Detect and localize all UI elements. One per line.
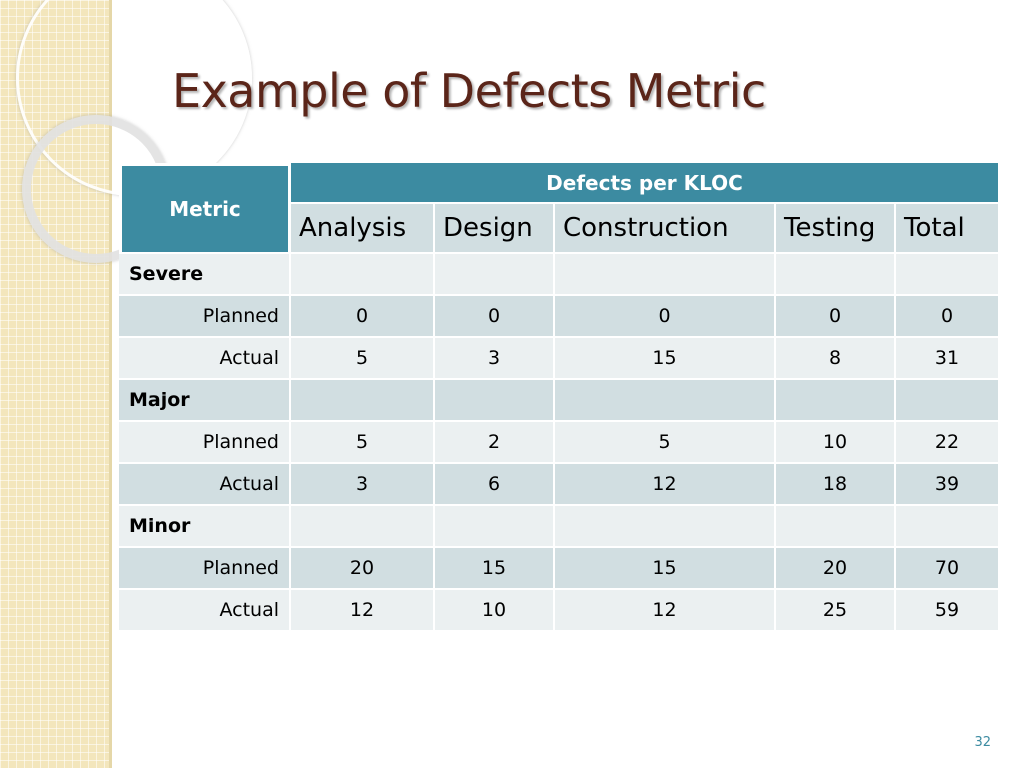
- metric-header: Metric: [119, 163, 291, 254]
- row-label: Planned: [119, 296, 291, 338]
- row-label: Planned: [119, 422, 291, 464]
- category-row-major: Major: [119, 380, 1000, 422]
- cell-value: 15: [435, 548, 555, 590]
- row-label: Actual: [119, 338, 291, 380]
- cell-value: 3: [291, 464, 435, 506]
- row-label: Actual: [119, 464, 291, 506]
- table-row: Actual 5 3 15 8 31: [119, 338, 1000, 380]
- slide-title: Example of Defects Metric: [172, 64, 766, 118]
- cell-value: 12: [555, 464, 776, 506]
- table-row: Planned 0 0 0 0 0: [119, 296, 1000, 338]
- cell-value: 39: [896, 464, 1000, 506]
- cell-value: 20: [291, 548, 435, 590]
- cell-value: 5: [555, 422, 776, 464]
- cell-value: 15: [555, 338, 776, 380]
- cell-value: 18: [776, 464, 896, 506]
- cell-value: 0: [555, 296, 776, 338]
- cell-value: 5: [291, 338, 435, 380]
- table-row: Planned 5 2 5 10 22: [119, 422, 1000, 464]
- category-label: Minor: [119, 506, 291, 548]
- cell-value: 70: [896, 548, 1000, 590]
- cell-value: 12: [555, 590, 776, 632]
- cell-value: 6: [435, 464, 555, 506]
- column-header-testing: Testing: [776, 204, 896, 254]
- cell-value: 0: [435, 296, 555, 338]
- cell-value: 12: [291, 590, 435, 632]
- cell-value: 25: [776, 590, 896, 632]
- column-header-design: Design: [435, 204, 555, 254]
- table-row: Planned 20 15 15 20 70: [119, 548, 1000, 590]
- column-header-analysis: Analysis: [291, 204, 435, 254]
- cell-value: 3: [435, 338, 555, 380]
- cell-value: 10: [776, 422, 896, 464]
- category-label: Severe: [119, 254, 291, 296]
- cell-value: 31: [896, 338, 1000, 380]
- cell-value: 0: [896, 296, 1000, 338]
- defects-per-kloc-header: Defects per KLOC: [291, 163, 1000, 204]
- decorative-sidebar: [0, 0, 252, 768]
- cell-value: 8: [776, 338, 896, 380]
- table-row: Actual 3 6 12 18 39: [119, 464, 1000, 506]
- cell-value: 20: [776, 548, 896, 590]
- column-header-construction: Construction: [555, 204, 776, 254]
- cell-value: 5: [291, 422, 435, 464]
- cell-value: 59: [896, 590, 1000, 632]
- category-row-severe: Severe: [119, 254, 1000, 296]
- cell-value: 2: [435, 422, 555, 464]
- cell-value: 0: [291, 296, 435, 338]
- category-row-minor: Minor: [119, 506, 1000, 548]
- row-label: Actual: [119, 590, 291, 632]
- cell-value: 22: [896, 422, 1000, 464]
- column-header-total: Total: [896, 204, 1000, 254]
- cell-value: 10: [435, 590, 555, 632]
- page-number: 32: [974, 735, 991, 750]
- cell-value: 15: [555, 548, 776, 590]
- table-row: Actual 12 10 12 25 59: [119, 590, 1000, 632]
- defects-table: Metric Defects per KLOC Analysis Design …: [119, 163, 1000, 632]
- row-label: Planned: [119, 548, 291, 590]
- cell-value: 0: [776, 296, 896, 338]
- category-label: Major: [119, 380, 291, 422]
